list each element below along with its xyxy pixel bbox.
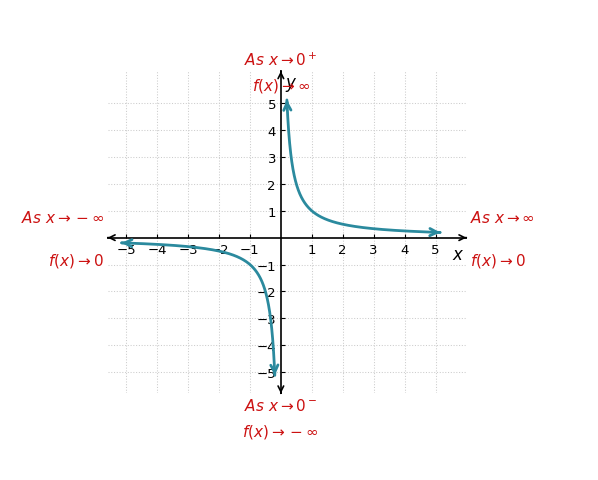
Text: As $x \to 0^-$: As $x \to 0^-$ (244, 397, 318, 413)
Text: $f(x) \to \infty$: $f(x) \to \infty$ (252, 76, 310, 95)
Text: $f(x) \to 0$: $f(x) \to 0$ (48, 251, 104, 269)
Text: $x$: $x$ (453, 246, 465, 264)
Text: $f(x) \to 0$: $f(x) \to 0$ (470, 251, 526, 269)
Text: As $x \to \infty$: As $x \to \infty$ (470, 209, 535, 225)
Text: As $x \to 0^+$: As $x \to 0^+$ (244, 51, 318, 69)
Text: $y$: $y$ (285, 76, 298, 94)
Text: $f(x) \to -\infty$: $f(x) \to -\infty$ (242, 422, 319, 441)
Text: As $x \to -\infty$: As $x \to -\infty$ (20, 209, 104, 225)
